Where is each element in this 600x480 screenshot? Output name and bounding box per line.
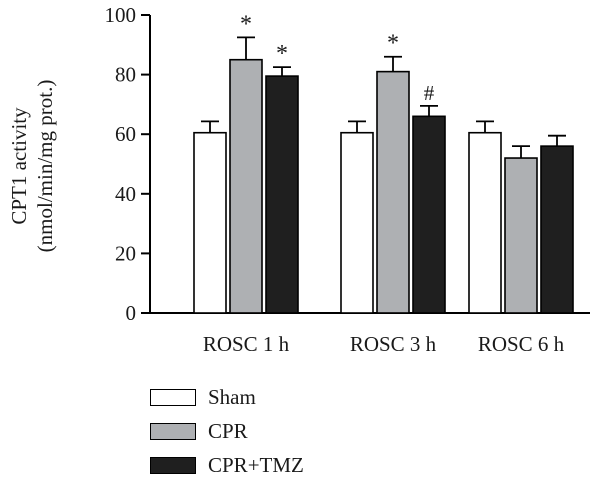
y-tick-label: 80 [115,63,136,87]
bar [504,157,538,314]
y-axis-label-line-2: (nmol/min/mg prot.) [33,80,57,253]
legend-swatch-sham [150,388,196,406]
significance-marker: # [424,81,435,105]
y-axis-label: CPT1 activity (nmol/min/mg prot.) [7,80,57,253]
significance-marker: * [276,41,288,67]
legend-label-cpr-tmz: CPR+TMZ [208,452,304,477]
y-axis-label-line-1: CPT1 activity [7,107,31,225]
bar [340,131,374,314]
bar [229,58,263,314]
bar [376,70,410,314]
bar [412,115,446,314]
bars: * * * # [193,11,574,314]
legend-item-cpr-tmz: CPR+TMZ [150,452,304,477]
y-tick-label: 40 [115,182,136,206]
y-tick-label: 20 [115,241,136,265]
y-tick-label: 60 [115,122,136,146]
legend-label-cpr: CPR [208,418,248,443]
significance-marker: * [240,11,252,37]
x-axis: ROSC 1 h ROSC 3 h ROSC 6 h [150,312,590,356]
bar [193,131,227,314]
legend-swatch-cpr [150,422,196,440]
significance-marker: * [387,31,399,57]
legend-swatch-cpr-tmz [150,456,196,474]
x-tick-label: ROSC 1 h [203,332,290,356]
x-tick-label: ROSC 3 h [350,332,437,356]
bar [468,131,502,314]
y-tick-label: 0 [126,301,137,325]
legend-item-sham: Sham [150,384,256,409]
y-axis: 0 20 40 60 80 100 [105,3,151,325]
x-tick-label: ROSC 6 h [478,332,565,356]
y-tick-label: 100 [105,3,137,27]
bar [540,145,574,314]
bar [265,75,299,314]
legend-label-sham: Sham [208,384,256,409]
legend-item-cpr: CPR [150,418,248,443]
